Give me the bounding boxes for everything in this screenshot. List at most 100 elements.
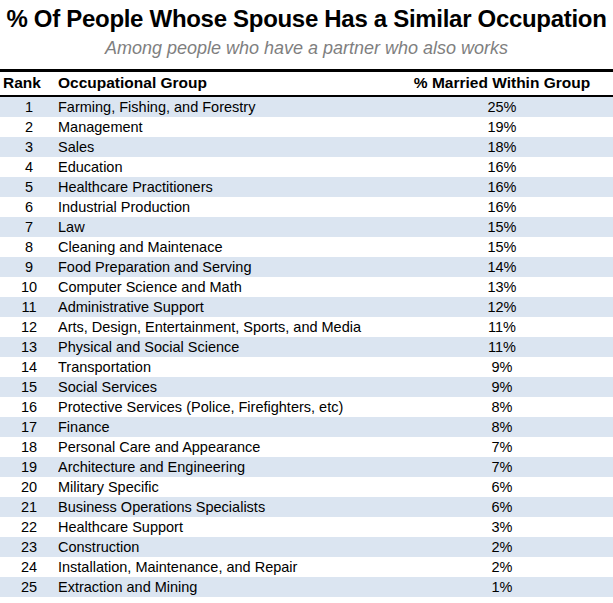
table-row: 8 Cleaning and Maintenace 15% xyxy=(0,237,613,257)
rank-cell: 23 xyxy=(0,537,58,557)
pct-cell: 6% xyxy=(388,497,613,517)
table-row: 4 Education 16% xyxy=(0,157,613,177)
header-row: Rank Occupational Group % Married Within… xyxy=(0,71,613,97)
rank-cell: 22 xyxy=(0,517,58,537)
group-cell: Administrative Support xyxy=(58,297,388,317)
table-row: 12 Arts, Design, Entertainment, Sports, … xyxy=(0,317,613,337)
group-cell: Farming, Fishing, and Forestry xyxy=(58,96,388,117)
group-cell: Social Services xyxy=(58,377,388,397)
rank-cell: 17 xyxy=(0,417,58,437)
occupation-table: Rank Occupational Group % Married Within… xyxy=(0,69,613,597)
group-cell: Cleaning and Maintenace xyxy=(58,237,388,257)
rank-cell: 8 xyxy=(0,237,58,257)
pct-cell: 25% xyxy=(388,96,613,117)
rank-cell: 20 xyxy=(0,477,58,497)
rank-cell: 12 xyxy=(0,317,58,337)
table-row: 20 Military Specific 6% xyxy=(0,477,613,497)
rank-cell: 18 xyxy=(0,437,58,457)
table-row: 5 Healthcare Practitioners 16% xyxy=(0,177,613,197)
table-row: 22 Healthcare Support 3% xyxy=(0,517,613,537)
group-cell: Finance xyxy=(58,417,388,437)
pct-cell: 16% xyxy=(388,197,613,217)
rank-cell: 24 xyxy=(0,557,58,577)
rank-cell: 11 xyxy=(0,297,58,317)
table-row: 18 Personal Care and Appearance 7% xyxy=(0,437,613,457)
rank-cell: 2 xyxy=(0,117,58,137)
group-cell: Architecture and Engineering xyxy=(58,457,388,477)
rank-cell: 14 xyxy=(0,357,58,377)
pct-cell: 7% xyxy=(388,437,613,457)
rank-cell: 13 xyxy=(0,337,58,357)
pct-cell: 2% xyxy=(388,537,613,557)
group-cell: Industrial Production xyxy=(58,197,388,217)
pct-cell: 6% xyxy=(388,477,613,497)
pct-cell: 14% xyxy=(388,257,613,277)
table-row: 13 Physical and Social Science 11% xyxy=(0,337,613,357)
group-cell: Healthcare Support xyxy=(58,517,388,537)
table-row: 19 Architecture and Engineering 7% xyxy=(0,457,613,477)
pct-cell: 8% xyxy=(388,417,613,437)
rank-cell: 1 xyxy=(0,96,58,117)
table-row: 6 Industrial Production 16% xyxy=(0,197,613,217)
chart-title: % Of People Whose Spouse Has a Similar O… xyxy=(0,5,613,33)
group-cell: Installation, Maintenance, and Repair xyxy=(58,557,388,577)
pct-cell: 13% xyxy=(388,277,613,297)
column-header-pct-married: % Married Within Group xyxy=(388,71,613,97)
group-cell: Extraction and Mining xyxy=(58,577,388,597)
table-body: 1 Farming, Fishing, and Forestry 25% 2 M… xyxy=(0,96,613,597)
table-row: 3 Sales 18% xyxy=(0,137,613,157)
rank-cell: 25 xyxy=(0,577,58,597)
table-row: 11 Administrative Support 12% xyxy=(0,297,613,317)
group-cell: Computer Science and Math xyxy=(58,277,388,297)
pct-cell: 7% xyxy=(388,457,613,477)
table-row: 14 Transportation 9% xyxy=(0,357,613,377)
pct-cell: 15% xyxy=(388,217,613,237)
group-cell: Transportation xyxy=(58,357,388,377)
table-row: 24 Installation, Maintenance, and Repair… xyxy=(0,557,613,577)
group-cell: Healthcare Practitioners xyxy=(58,177,388,197)
table-row: 7 Law 15% xyxy=(0,217,613,237)
table-row: 1 Farming, Fishing, and Forestry 25% xyxy=(0,96,613,117)
pct-cell: 11% xyxy=(388,337,613,357)
table-row: 21 Business Operations Specialists 6% xyxy=(0,497,613,517)
pct-cell: 3% xyxy=(388,517,613,537)
rank-cell: 10 xyxy=(0,277,58,297)
group-cell: Management xyxy=(58,117,388,137)
rank-cell: 4 xyxy=(0,157,58,177)
pct-cell: 2% xyxy=(388,557,613,577)
rank-cell: 21 xyxy=(0,497,58,517)
group-cell: Law xyxy=(58,217,388,237)
table-row: 16 Protective Services (Police, Firefigh… xyxy=(0,397,613,417)
rank-cell: 19 xyxy=(0,457,58,477)
pct-cell: 15% xyxy=(388,237,613,257)
rank-cell: 15 xyxy=(0,377,58,397)
group-cell: Physical and Social Science xyxy=(58,337,388,357)
pct-cell: 18% xyxy=(388,137,613,157)
column-header-occupational-group: Occupational Group xyxy=(58,71,388,97)
spouse-occupation-page: % Of People Whose Spouse Has a Similar O… xyxy=(0,5,613,597)
column-header-rank: Rank xyxy=(0,71,58,97)
group-cell: Food Preparation and Serving xyxy=(58,257,388,277)
pct-cell: 9% xyxy=(388,377,613,397)
rank-cell: 6 xyxy=(0,197,58,217)
pct-cell: 16% xyxy=(388,177,613,197)
table-row: 15 Social Services 9% xyxy=(0,377,613,397)
pct-cell: 8% xyxy=(388,397,613,417)
pct-cell: 16% xyxy=(388,157,613,177)
table-row: 25 Extraction and Mining 1% xyxy=(0,577,613,597)
rank-cell: 5 xyxy=(0,177,58,197)
table-row: 10 Computer Science and Math 13% xyxy=(0,277,613,297)
rank-cell: 16 xyxy=(0,397,58,417)
group-cell: Construction xyxy=(58,537,388,557)
table-row: 23 Construction 2% xyxy=(0,537,613,557)
pct-cell: 19% xyxy=(388,117,613,137)
group-cell: Protective Services (Police, Firefighter… xyxy=(58,397,388,417)
rank-cell: 7 xyxy=(0,217,58,237)
group-cell: Education xyxy=(58,157,388,177)
pct-cell: 1% xyxy=(388,577,613,597)
rank-cell: 3 xyxy=(0,137,58,157)
group-cell: Business Operations Specialists xyxy=(58,497,388,517)
table-row: 17 Finance 8% xyxy=(0,417,613,437)
pct-cell: 12% xyxy=(388,297,613,317)
group-cell: Military Specific xyxy=(58,477,388,497)
